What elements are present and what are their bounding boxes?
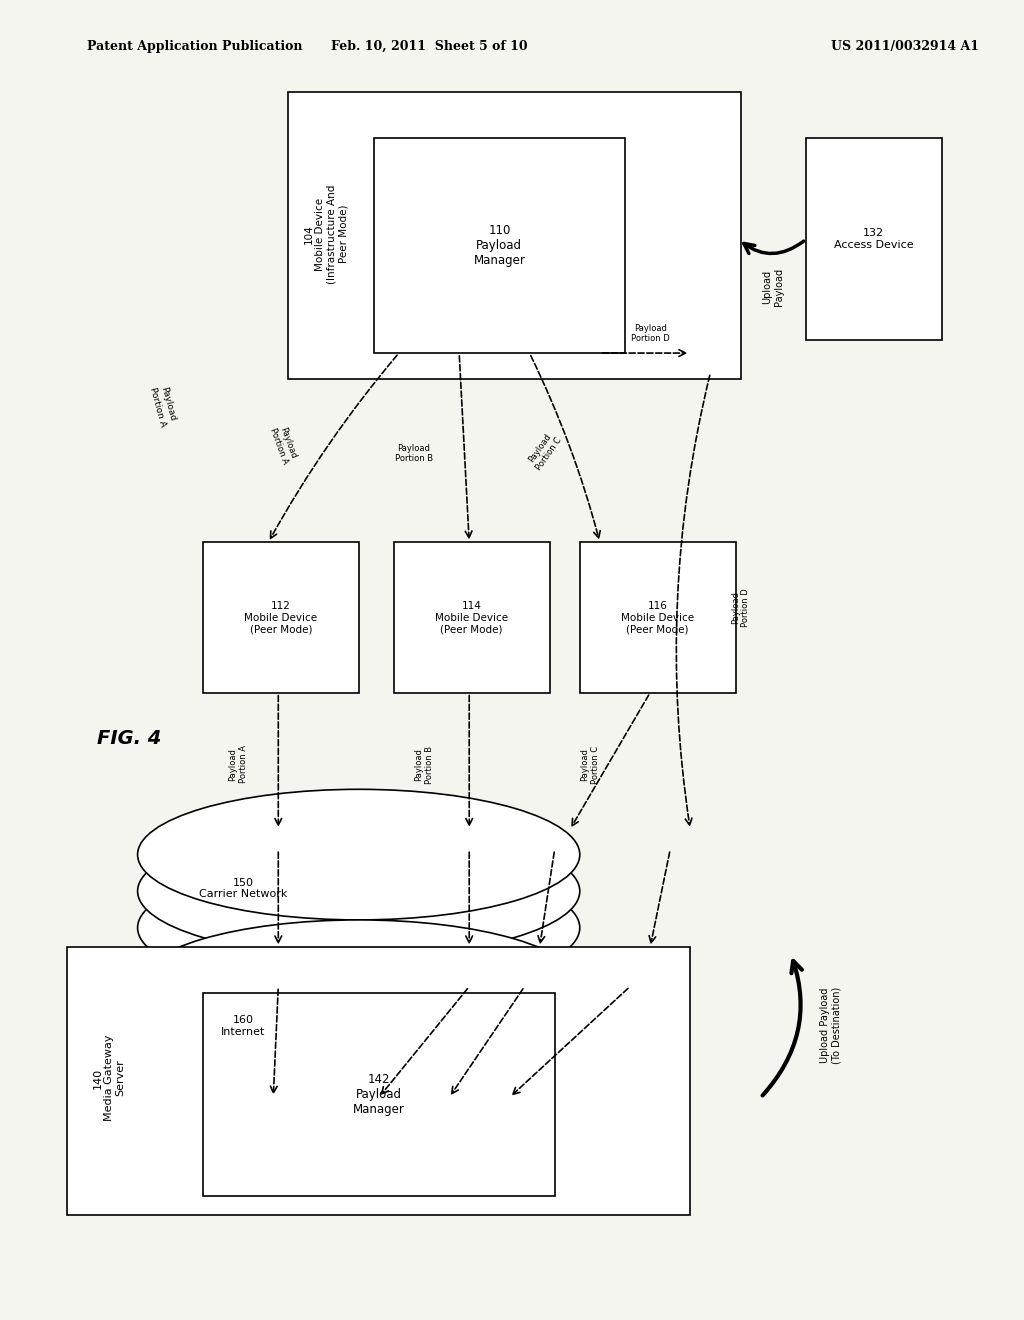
FancyArrowPatch shape [466, 696, 472, 825]
Text: 116
Mobile Device
(Peer Mode): 116 Mobile Device (Peer Mode) [622, 601, 694, 634]
FancyArrowPatch shape [452, 989, 523, 1094]
Text: 142
Payload
Manager: 142 Payload Manager [353, 1073, 404, 1115]
Ellipse shape [137, 862, 580, 993]
Text: FIG. 4: FIG. 4 [97, 729, 162, 748]
FancyArrowPatch shape [382, 989, 468, 1094]
FancyBboxPatch shape [580, 543, 735, 693]
Text: Payload
Portion B: Payload Portion B [415, 746, 434, 784]
Ellipse shape [137, 826, 580, 957]
Text: US 2011/0032914 A1: US 2011/0032914 A1 [831, 40, 979, 53]
Text: 112
Mobile Device
(Peer Mode): 112 Mobile Device (Peer Mode) [245, 601, 317, 634]
Text: 150
Carrier Network: 150 Carrier Network [199, 878, 288, 899]
FancyArrowPatch shape [275, 853, 282, 942]
Text: 140
Media Gateway
Server: 140 Media Gateway Server [92, 1035, 126, 1121]
Text: 110
Payload
Manager: 110 Payload Manager [473, 224, 525, 267]
Text: Payload
Portion A: Payload Portion A [228, 746, 248, 784]
FancyArrowPatch shape [572, 696, 649, 826]
Text: 132
Access Device: 132 Access Device [834, 228, 913, 249]
FancyArrowPatch shape [538, 853, 554, 942]
FancyBboxPatch shape [374, 137, 625, 352]
FancyBboxPatch shape [806, 137, 941, 341]
FancyBboxPatch shape [289, 92, 740, 379]
FancyArrowPatch shape [270, 989, 279, 1093]
Ellipse shape [137, 789, 580, 920]
FancyArrowPatch shape [275, 696, 282, 825]
FancyArrowPatch shape [676, 375, 710, 825]
Text: 160
Internet: 160 Internet [221, 1015, 265, 1036]
FancyBboxPatch shape [203, 543, 358, 693]
FancyArrowPatch shape [466, 853, 472, 942]
FancyArrowPatch shape [763, 961, 802, 1096]
FancyBboxPatch shape [203, 993, 555, 1196]
FancyBboxPatch shape [394, 543, 550, 693]
Text: Payload
Portion A: Payload Portion A [148, 383, 177, 428]
FancyArrowPatch shape [743, 242, 804, 253]
FancyArrowPatch shape [270, 355, 397, 539]
FancyArrowPatch shape [460, 356, 472, 537]
Text: Patent Application Publication: Patent Application Publication [87, 40, 303, 53]
Ellipse shape [137, 993, 580, 1123]
FancyArrowPatch shape [530, 355, 600, 539]
Ellipse shape [137, 957, 580, 1088]
Text: Upload Payload
(To Destination): Upload Payload (To Destination) [820, 987, 842, 1064]
Text: 104
Mobile Device
(Infrastructure And
Peer Mode): 104 Mobile Device (Infrastructure And Pe… [303, 185, 348, 284]
Text: Feb. 10, 2011  Sheet 5 of 10: Feb. 10, 2011 Sheet 5 of 10 [331, 40, 527, 53]
Ellipse shape [137, 920, 580, 1051]
FancyBboxPatch shape [68, 948, 690, 1216]
Text: Payload
Portion B: Payload Portion B [395, 444, 433, 463]
Text: Payload
Portion D: Payload Portion D [631, 323, 670, 343]
Text: Payload
Portion A: Payload Portion A [267, 424, 299, 466]
Text: Payload
Portion C: Payload Portion C [525, 430, 563, 473]
FancyArrowPatch shape [513, 989, 628, 1094]
FancyArrowPatch shape [603, 350, 686, 356]
Text: Upload
Payload: Upload Payload [762, 268, 783, 306]
FancyArrowPatch shape [649, 853, 670, 942]
Text: Payload
Portion D: Payload Portion D [731, 589, 751, 627]
Text: 114
Mobile Device
(Peer Mode): 114 Mobile Device (Peer Mode) [435, 601, 508, 634]
Text: Payload
Portion C: Payload Portion C [581, 746, 599, 784]
